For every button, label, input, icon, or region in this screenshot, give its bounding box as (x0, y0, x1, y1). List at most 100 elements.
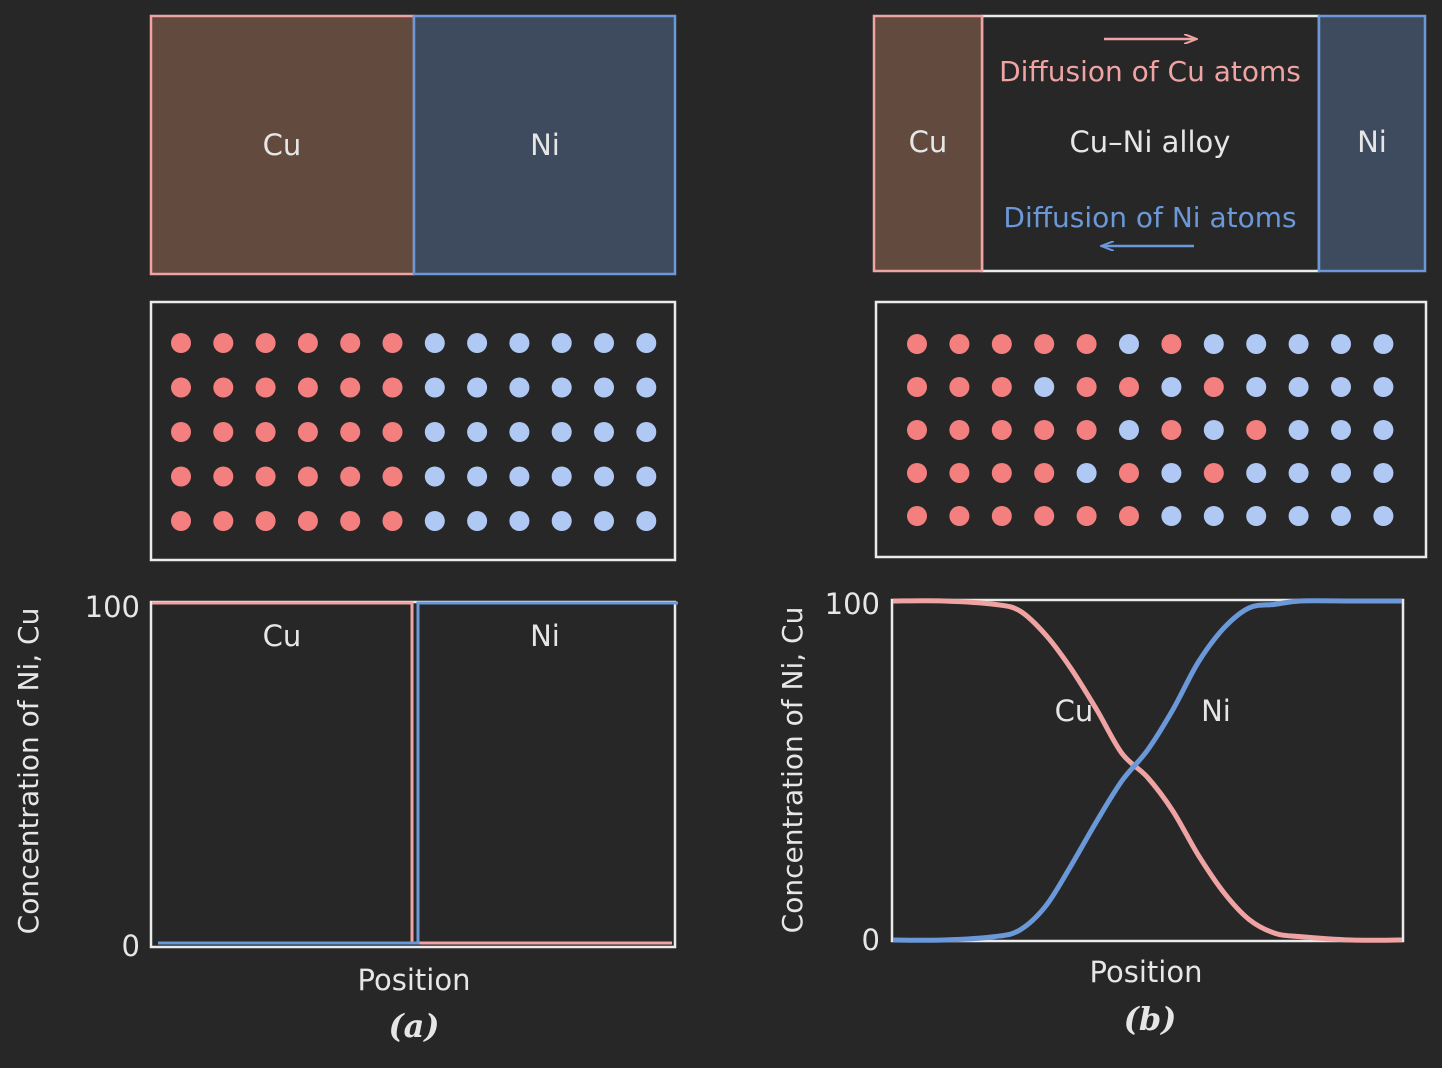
ni-atom (1161, 463, 1182, 483)
ni-atom (1288, 334, 1309, 354)
caption-a: (a) (388, 1007, 439, 1045)
cu-atom (1034, 334, 1055, 354)
cu-atom (1076, 506, 1097, 526)
cu-atom (213, 422, 234, 442)
cu-atom (1034, 420, 1055, 440)
atoms-frame (874, 300, 1428, 559)
cu-atom (1246, 420, 1267, 440)
cu-atom (991, 506, 1012, 526)
cu-atom (907, 377, 927, 397)
ni-atom (1203, 420, 1224, 440)
cu-atom (907, 420, 927, 440)
ni-atom (424, 466, 445, 487)
ni-atom (467, 333, 488, 353)
cu-atom (1203, 463, 1224, 483)
ni-atom (467, 377, 488, 398)
atoms-grid (907, 334, 1394, 526)
alloy-label: Cu–Ni alloy (1070, 125, 1231, 159)
cu-atom (340, 422, 361, 442)
ni-atom (424, 422, 445, 442)
cu-atom (991, 420, 1012, 440)
cu-atom (991, 463, 1012, 483)
ni-atom (1331, 420, 1351, 440)
cu-atom (255, 466, 276, 487)
ni-atom (509, 466, 530, 487)
cu-atom (213, 466, 234, 487)
ni-atom (551, 333, 572, 353)
ni-atom (1246, 463, 1267, 483)
series-label-cu: Cu (263, 619, 302, 653)
ni-atom (1288, 377, 1309, 397)
ni-atom (424, 511, 445, 531)
cu-block-label: Cu (263, 128, 302, 162)
ni-atom (467, 422, 488, 442)
cu-block-label: Cu (909, 125, 948, 159)
cu-atom (382, 333, 403, 353)
cu-atom (1161, 334, 1182, 354)
cu-atom (171, 422, 191, 442)
ni-atom (509, 333, 530, 353)
ni-atom (1373, 463, 1394, 483)
x-axis-label: Position (358, 963, 471, 997)
ni-atom (1246, 377, 1267, 397)
ni-atom (424, 333, 445, 353)
ni-atom (636, 333, 657, 353)
panel-b: Cu Ni Cu–Ni alloy Diffusion of Cu atoms … (776, 14, 1428, 1038)
ni-diffusion-label: Diffusion of Ni atoms (1003, 201, 1296, 234)
cu-atom (382, 377, 403, 398)
ni-atom (1203, 506, 1224, 526)
panel-b-atoms (874, 300, 1428, 559)
cu-atom (1076, 377, 1097, 397)
ni-atom (1034, 377, 1055, 397)
cu-concentration-line (892, 598, 1403, 943)
ni-atom (594, 422, 614, 442)
ni-block-label: Ni (1357, 125, 1387, 159)
ni-atom (1373, 377, 1394, 397)
ni-atom (1373, 420, 1394, 440)
cu-atom (171, 511, 191, 531)
series-label-ni: Ni (1201, 694, 1231, 728)
ni-atom (1161, 506, 1182, 526)
y-tick-0: 0 (122, 929, 140, 963)
y-axis-label: Concentration of Ni, Cu (776, 607, 809, 934)
series-label-ni: Ni (530, 619, 560, 653)
ni-atom (1331, 377, 1351, 397)
cu-atom (171, 466, 191, 487)
cu-atom (255, 377, 276, 398)
panel-a-concentration-chart: Cu Ni 100 0 Concentration of Ni, Cu Posi… (12, 590, 678, 997)
cu-atom (991, 377, 1012, 397)
ni-block (1317, 14, 1427, 273)
ni-atom (636, 377, 657, 398)
alloy-region (980, 14, 1321, 273)
ni-atom (594, 377, 614, 398)
cu-atom (297, 422, 318, 442)
ni-block-label: Ni (530, 128, 560, 162)
ni-concentration-line (158, 601, 678, 945)
cu-atom (340, 377, 361, 398)
ni-atom (424, 377, 445, 398)
ni-atom (509, 511, 530, 531)
cu-atom (1119, 506, 1139, 526)
ni-atom (1246, 334, 1267, 354)
ni-atom (594, 511, 614, 531)
cu-atom (949, 377, 970, 397)
ni-atom (467, 511, 488, 531)
plot-frame (890, 598, 1405, 943)
ni-atom (551, 511, 572, 531)
x-axis-label: Position (1090, 955, 1203, 989)
ni-atom (1288, 506, 1309, 526)
panel-a: Cu Ni Cu Ni 100 0 Concentration of Ni, C… (12, 14, 678, 1045)
cu-block (149, 14, 416, 276)
cu-atom (1076, 420, 1097, 440)
ni-atom (636, 466, 657, 487)
ni-atom (1246, 506, 1267, 526)
ni-atom (509, 422, 530, 442)
cu-atom (255, 422, 276, 442)
ni-atom (1373, 506, 1394, 526)
cu-concentration-line (152, 601, 672, 945)
series-label-cu: Cu (1055, 694, 1094, 728)
cu-atom (1203, 377, 1224, 397)
cu-atom (255, 333, 276, 353)
atoms-frame (149, 300, 677, 562)
